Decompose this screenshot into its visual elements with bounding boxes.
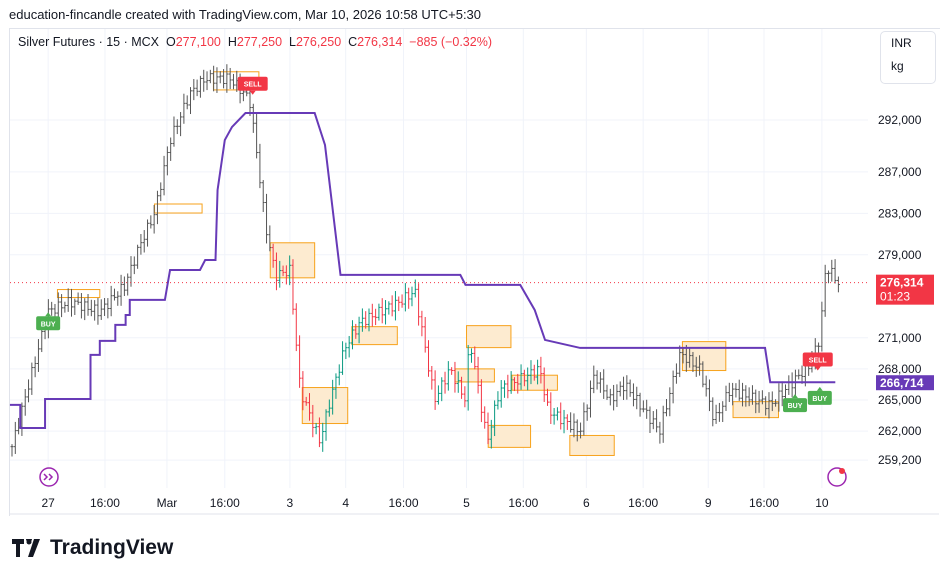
line-value-badge (876, 375, 934, 391)
replay-arrows-icon (43, 473, 54, 481)
signal-pointer (45, 312, 52, 317)
zone-box (466, 325, 512, 349)
time-axis-label: 6 (583, 496, 590, 510)
price-axis-label: 283,000 (878, 206, 922, 220)
logo-text: TradingView (50, 536, 174, 559)
tradingview-logo[interactable]: TradingView (12, 536, 173, 560)
unit-label[interactable]: kg (891, 59, 904, 73)
price-axis-label: 265,000 (878, 393, 922, 407)
time-axis-label: 5 (463, 496, 470, 510)
price-axis-label: 292,000 (878, 113, 922, 127)
change-value: −885 (−0.32%) (409, 35, 492, 49)
time-axis-label: 16:00 (749, 496, 779, 510)
time-axis-label: 9 (705, 496, 712, 510)
zone-box (454, 368, 495, 383)
high-label: H (227, 35, 237, 49)
price-axis-label: 262,000 (878, 424, 922, 438)
zone-box (56, 289, 101, 299)
price-axis-label: 271,000 (878, 331, 922, 345)
signal-label: BUY (788, 403, 803, 410)
buy-signal-badge (807, 390, 832, 405)
close-label: C (348, 35, 358, 49)
high-value: 277,250 (236, 35, 283, 49)
chart-frame (9, 28, 940, 516)
symbol-name: Silver Futures · 15 · MCX (18, 35, 160, 49)
time-axis-label: 4 (342, 496, 349, 510)
zone-box (269, 242, 316, 279)
close-value: 276,314 (357, 35, 403, 49)
zone-box (154, 203, 203, 214)
time-axis-label: 16:00 (508, 496, 538, 510)
price-axis-label: 287,000 (878, 165, 922, 179)
zone-box (681, 341, 727, 372)
low-label: L (289, 35, 296, 49)
trailing-stop-line (9, 112, 836, 429)
price-axis-label: 268,000 (878, 362, 922, 376)
signal-pointer (814, 366, 821, 371)
last-price-label: 276,314 (880, 276, 924, 290)
price-axis-label: 259,200 (878, 453, 922, 467)
time-axis-label: Mar (157, 496, 178, 510)
buy-signal-badge (783, 398, 808, 413)
time-axis-label: 16:00 (388, 496, 418, 510)
signal-label: BUY (812, 396, 827, 403)
sell-signal-badge (237, 76, 268, 91)
signal-pointer (816, 386, 823, 391)
zone-box (569, 434, 615, 456)
alert-dot-icon (839, 468, 845, 474)
signal-label: SELL (809, 358, 828, 365)
signal-pointer (249, 90, 256, 95)
bar-countdown: 01:23 (880, 290, 910, 304)
time-axis-label: 3 (287, 496, 294, 510)
last-price-badge (876, 274, 934, 305)
tradingview-logo-icon (12, 539, 40, 557)
time-axis-label: 16:00 (90, 496, 120, 510)
chart-credit: education-fincandle created with Trading… (9, 7, 482, 22)
price-axis-label: 279,000 (878, 248, 922, 262)
signal-label: BUY (41, 321, 56, 328)
time-axis-label: 10 (815, 496, 829, 510)
open-value: 277,100 (175, 35, 221, 49)
signal-pointer (792, 394, 799, 399)
low-value: 276,250 (295, 35, 342, 49)
symbol-legend[interactable]: Silver Futures · 15 · MCX O277,100 H277,… (18, 35, 492, 49)
currency-unit-selector[interactable]: INR kg (880, 31, 936, 84)
time-axis-label: 27 (41, 496, 55, 510)
open-label: O (165, 35, 176, 49)
line-value-label: 266,714 (880, 376, 924, 390)
replay-icon (39, 467, 59, 487)
zone-box (351, 326, 398, 346)
sell-signal-badge (802, 352, 833, 367)
time-axis-label: 16:00 (210, 496, 240, 510)
currency-label[interactable]: INR (891, 36, 912, 50)
signal-label: SELL (244, 82, 263, 89)
buy-signal-badge (36, 316, 61, 331)
time-axis-label: 16:00 (628, 496, 658, 510)
